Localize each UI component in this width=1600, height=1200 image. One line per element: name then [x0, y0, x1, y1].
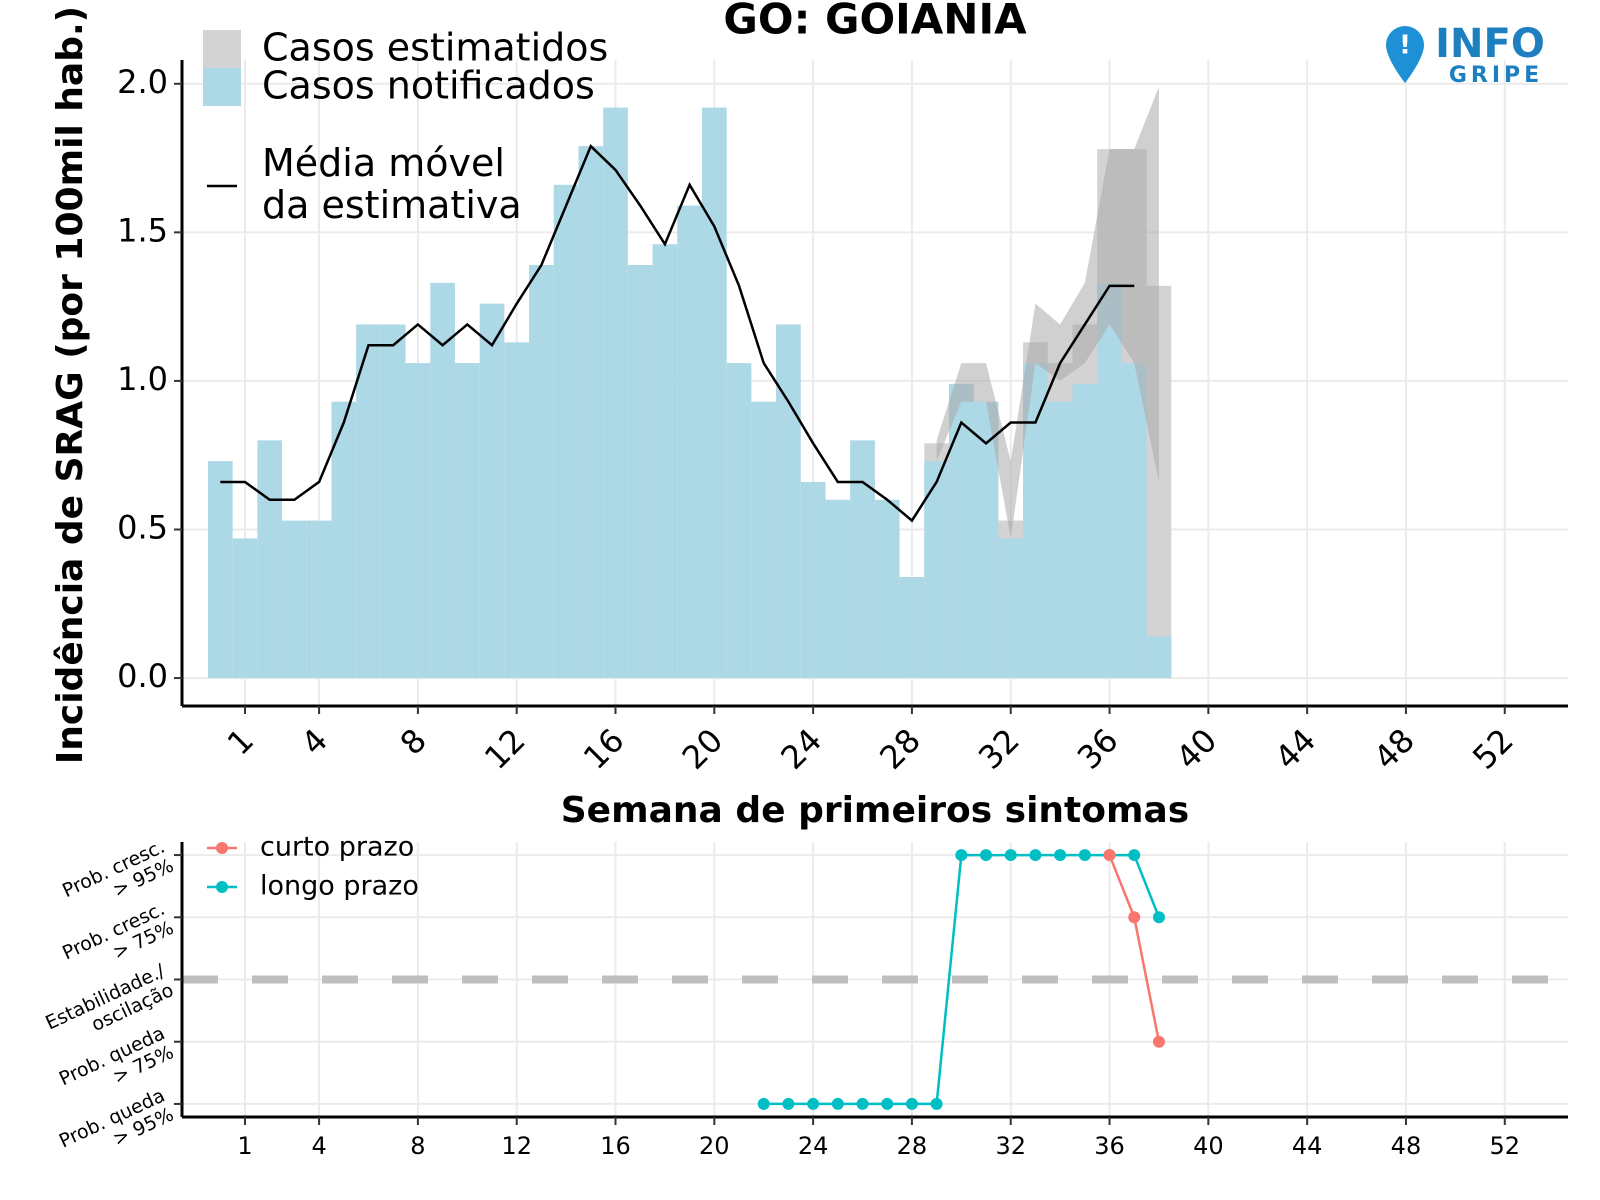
x-tick-label: 48	[1391, 1132, 1422, 1160]
legend-label: Casos notificados	[262, 64, 595, 108]
legend-label: Casos estimatidos	[262, 26, 608, 70]
bar	[207, 461, 233, 679]
chart-title: GO: GOIANIA	[723, 0, 1027, 44]
legend-label: longo prazo	[260, 871, 419, 902]
bar	[973, 401, 999, 679]
bar	[825, 499, 851, 679]
legend-swatch	[216, 881, 228, 893]
bar	[751, 401, 777, 679]
trend-point	[955, 849, 968, 862]
bar	[998, 538, 1024, 679]
x-tick-label: 4	[311, 1132, 326, 1160]
trend-point	[782, 1097, 795, 1110]
bar	[578, 146, 604, 679]
x-tick-label: 16	[600, 1132, 631, 1160]
x-tick-label: 44	[1292, 1132, 1323, 1160]
trend-point	[1152, 1035, 1165, 1048]
x-tick-label: 24	[798, 1132, 829, 1160]
bar	[257, 440, 283, 679]
x-tick-label: 12	[501, 1132, 532, 1160]
trend-point	[930, 1097, 943, 1110]
trend-point	[1029, 849, 1042, 862]
bar	[1072, 383, 1098, 679]
trend-point	[1128, 911, 1141, 924]
bar	[652, 244, 678, 679]
bar	[529, 265, 554, 679]
bar	[282, 520, 307, 679]
bar	[603, 107, 628, 679]
bar	[454, 363, 480, 679]
x-tick-label: 8	[410, 1132, 425, 1160]
bar	[1047, 401, 1073, 679]
confidence-band	[936, 86, 1159, 539]
y-tick-label: 1.5	[117, 211, 168, 249]
y-tick-label: 0.5	[117, 508, 168, 546]
x-tick-label: 36	[1094, 1132, 1125, 1160]
legend-swatch	[216, 842, 228, 854]
y-axis-title: Incidência de SRAG (por 100mil hab.)	[50, 6, 91, 764]
bar	[627, 265, 653, 679]
bar	[1146, 636, 1172, 679]
bar	[701, 107, 727, 679]
trend-point	[1004, 849, 1017, 862]
x-tick-label: 32	[995, 1132, 1026, 1160]
x-axis-title: Semana de primeiros sintomas	[561, 790, 1189, 831]
x-tick-label: 1	[237, 1132, 252, 1160]
trend-point	[1054, 849, 1067, 862]
trend-point	[856, 1097, 869, 1110]
bar	[380, 324, 406, 679]
bar	[356, 324, 381, 679]
bar	[800, 481, 826, 679]
bar	[850, 440, 875, 679]
logo-top: INFO	[1435, 21, 1545, 67]
legend-swatch	[203, 68, 241, 106]
bar	[677, 205, 702, 679]
bar	[726, 363, 752, 679]
bar	[306, 520, 332, 679]
x-tick-label: 40	[1193, 1132, 1224, 1160]
x-tick-label: 20	[699, 1132, 730, 1160]
bar	[924, 461, 949, 679]
x-tick-label: 28	[897, 1132, 928, 1160]
y-tick-label: 1.0	[117, 360, 168, 398]
logo-mark: !	[1399, 31, 1411, 61]
bar	[874, 499, 900, 679]
bar	[1097, 282, 1122, 679]
moving-average-line	[220, 144, 1135, 523]
trend-point	[881, 1097, 894, 1110]
logo: ! INFO GRIPE	[1386, 21, 1545, 88]
trend-point	[831, 1097, 844, 1110]
trend-point	[1103, 849, 1116, 862]
bar	[430, 282, 455, 679]
legend-label: curto prazo	[260, 832, 414, 863]
y-tick-label: 2.0	[117, 63, 168, 101]
trend-point	[905, 1097, 918, 1110]
bar	[553, 184, 579, 679]
bar	[504, 342, 530, 679]
bar	[405, 363, 431, 679]
logo-pin	[1386, 26, 1424, 83]
bar	[479, 303, 505, 679]
bar	[331, 401, 357, 679]
x-tick-label: 52	[1489, 1132, 1520, 1160]
legend-swatch	[203, 30, 241, 68]
trend-point	[1128, 849, 1141, 862]
bar	[776, 324, 801, 679]
bar	[232, 538, 258, 679]
bar	[899, 577, 925, 679]
trend-point	[1152, 911, 1165, 924]
trend-point	[980, 849, 993, 862]
logo-bottom: GRIPE	[1449, 63, 1543, 88]
trend-point	[1078, 849, 1091, 862]
bar	[1121, 363, 1147, 679]
trend-point	[807, 1097, 820, 1110]
legend-label: Média móvel da estimativa	[262, 141, 522, 227]
bar	[948, 383, 974, 679]
y-tick-label: 0.0	[117, 657, 168, 695]
trend-point	[757, 1097, 770, 1110]
